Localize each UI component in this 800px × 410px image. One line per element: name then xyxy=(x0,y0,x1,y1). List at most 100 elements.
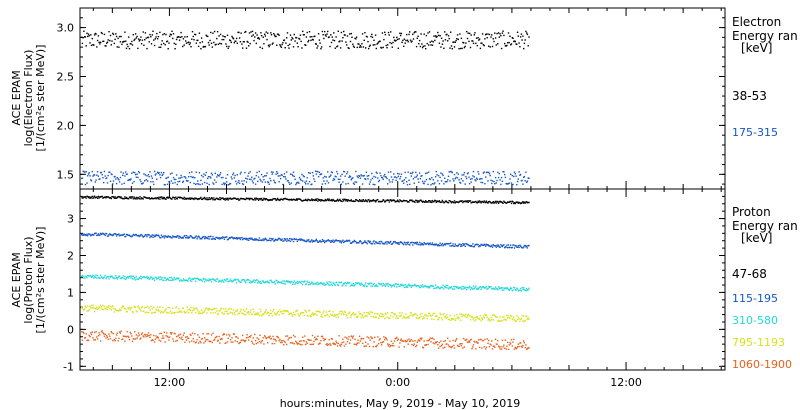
electron-ytick-label: 2.0 xyxy=(57,119,75,132)
electron-point-175-315 xyxy=(295,182,298,184)
electron-point-38-53 xyxy=(366,36,368,38)
electron-point-175-315 xyxy=(220,177,223,179)
proton-point-795-1193 xyxy=(186,306,188,308)
proton-point-1060-1900 xyxy=(344,336,346,338)
proton-point-1060-1900 xyxy=(312,343,314,345)
electron-point-38-53 xyxy=(90,44,93,47)
electron-point-38-53 xyxy=(174,48,176,50)
electron-point-175-315 xyxy=(248,172,250,174)
proton-point-115-195 xyxy=(269,237,271,240)
proton-point-115-195 xyxy=(279,239,282,241)
proton-point-310-580 xyxy=(283,280,286,282)
proton-point-115-195 xyxy=(355,240,357,243)
electron-point-38-53 xyxy=(243,41,245,43)
electron-point-175-315 xyxy=(163,171,165,174)
electron-point-38-53 xyxy=(155,36,157,38)
proton-point-795-1193 xyxy=(312,313,314,315)
proton-point-115-195 xyxy=(150,235,153,238)
electron-point-38-53 xyxy=(339,40,341,42)
electron-point-175-315 xyxy=(363,174,365,177)
proton-point-1060-1900 xyxy=(302,340,305,342)
proton-point-47-68 xyxy=(169,197,172,199)
electron-point-38-53 xyxy=(510,43,513,45)
proton-point-795-1193 xyxy=(274,313,276,315)
proton-point-310-580 xyxy=(386,284,388,286)
proton-point-310-580 xyxy=(500,287,503,289)
electron-point-38-53 xyxy=(255,42,257,45)
electron-point-175-315 xyxy=(425,178,428,181)
electron-point-175-315 xyxy=(339,178,341,181)
electron-point-38-53 xyxy=(151,34,153,36)
electron-point-38-53 xyxy=(253,39,255,42)
proton-point-47-68 xyxy=(184,198,186,200)
electron-point-38-53 xyxy=(268,45,270,48)
proton-point-1060-1900 xyxy=(435,341,437,344)
proton-point-1060-1900 xyxy=(242,334,244,337)
proton-point-47-68 xyxy=(524,202,526,204)
proton-point-795-1193 xyxy=(89,305,91,307)
proton-point-795-1193 xyxy=(473,320,475,322)
proton-point-310-580 xyxy=(81,274,84,277)
electron-point-175-315 xyxy=(211,174,213,176)
electron-point-175-315 xyxy=(209,176,211,178)
proton-point-310-580 xyxy=(265,281,267,283)
proton-point-47-68 xyxy=(104,196,106,198)
proton-point-115-195 xyxy=(330,240,333,242)
proton-point-115-195 xyxy=(421,243,424,245)
electron-point-38-53 xyxy=(289,43,291,46)
proton-point-1060-1900 xyxy=(106,335,108,337)
proton-point-47-68 xyxy=(392,199,394,202)
proton-point-1060-1900 xyxy=(357,339,359,341)
electron-point-175-315 xyxy=(422,182,425,184)
electron-point-38-53 xyxy=(222,35,224,37)
proton-point-115-195 xyxy=(223,238,226,240)
proton-point-1060-1900 xyxy=(524,346,526,349)
proton-point-795-1193 xyxy=(196,308,198,310)
proton-point-795-1193 xyxy=(257,313,259,316)
electron-point-38-53 xyxy=(115,33,117,35)
proton-point-795-1193 xyxy=(200,312,202,314)
electron-point-175-315 xyxy=(237,181,239,184)
proton-point-1060-1900 xyxy=(101,330,103,332)
proton-point-795-1193 xyxy=(522,320,524,322)
proton-point-47-68 xyxy=(345,200,347,202)
electron-point-175-315 xyxy=(194,183,197,185)
electron-point-175-315 xyxy=(394,176,396,178)
electron-point-175-315 xyxy=(373,175,375,178)
proton-point-1060-1900 xyxy=(315,338,317,340)
proton-point-47-68 xyxy=(518,201,520,204)
electron-point-175-315 xyxy=(182,181,184,184)
proton-point-115-195 xyxy=(374,241,377,243)
electron-point-38-53 xyxy=(435,36,437,38)
electron-point-38-53 xyxy=(133,39,135,42)
proton-point-115-195 xyxy=(426,242,428,245)
proton-point-47-68 xyxy=(377,201,380,203)
proton-point-47-68 xyxy=(173,197,175,199)
electron-point-38-53 xyxy=(386,47,388,49)
proton-point-115-195 xyxy=(425,243,428,245)
proton-point-115-195 xyxy=(253,239,255,241)
electron-point-38-53 xyxy=(361,33,364,35)
electron-point-175-315 xyxy=(176,183,178,186)
proton-point-310-580 xyxy=(501,289,504,291)
electron-point-38-53 xyxy=(91,37,93,40)
electron-point-38-53 xyxy=(455,39,457,42)
proton-point-1060-1900 xyxy=(274,338,276,341)
electron-point-175-315 xyxy=(316,170,318,173)
proton-point-115-195 xyxy=(409,242,412,244)
proton-point-47-68 xyxy=(437,200,439,203)
proton-point-310-580 xyxy=(236,278,238,281)
electron-point-38-53 xyxy=(256,34,258,36)
electron-point-175-315 xyxy=(449,180,451,182)
proton-point-310-580 xyxy=(147,276,150,279)
electron-point-38-53 xyxy=(497,43,499,45)
proton-point-115-195 xyxy=(143,235,145,238)
electron-point-175-315 xyxy=(390,176,393,178)
proton-point-1060-1900 xyxy=(177,335,179,337)
proton-point-310-580 xyxy=(253,279,255,281)
proton-point-795-1193 xyxy=(262,313,264,316)
electron-point-38-53 xyxy=(351,36,353,38)
proton-point-1060-1900 xyxy=(516,347,518,349)
proton-point-115-195 xyxy=(499,246,501,248)
electron-point-175-315 xyxy=(216,176,218,178)
